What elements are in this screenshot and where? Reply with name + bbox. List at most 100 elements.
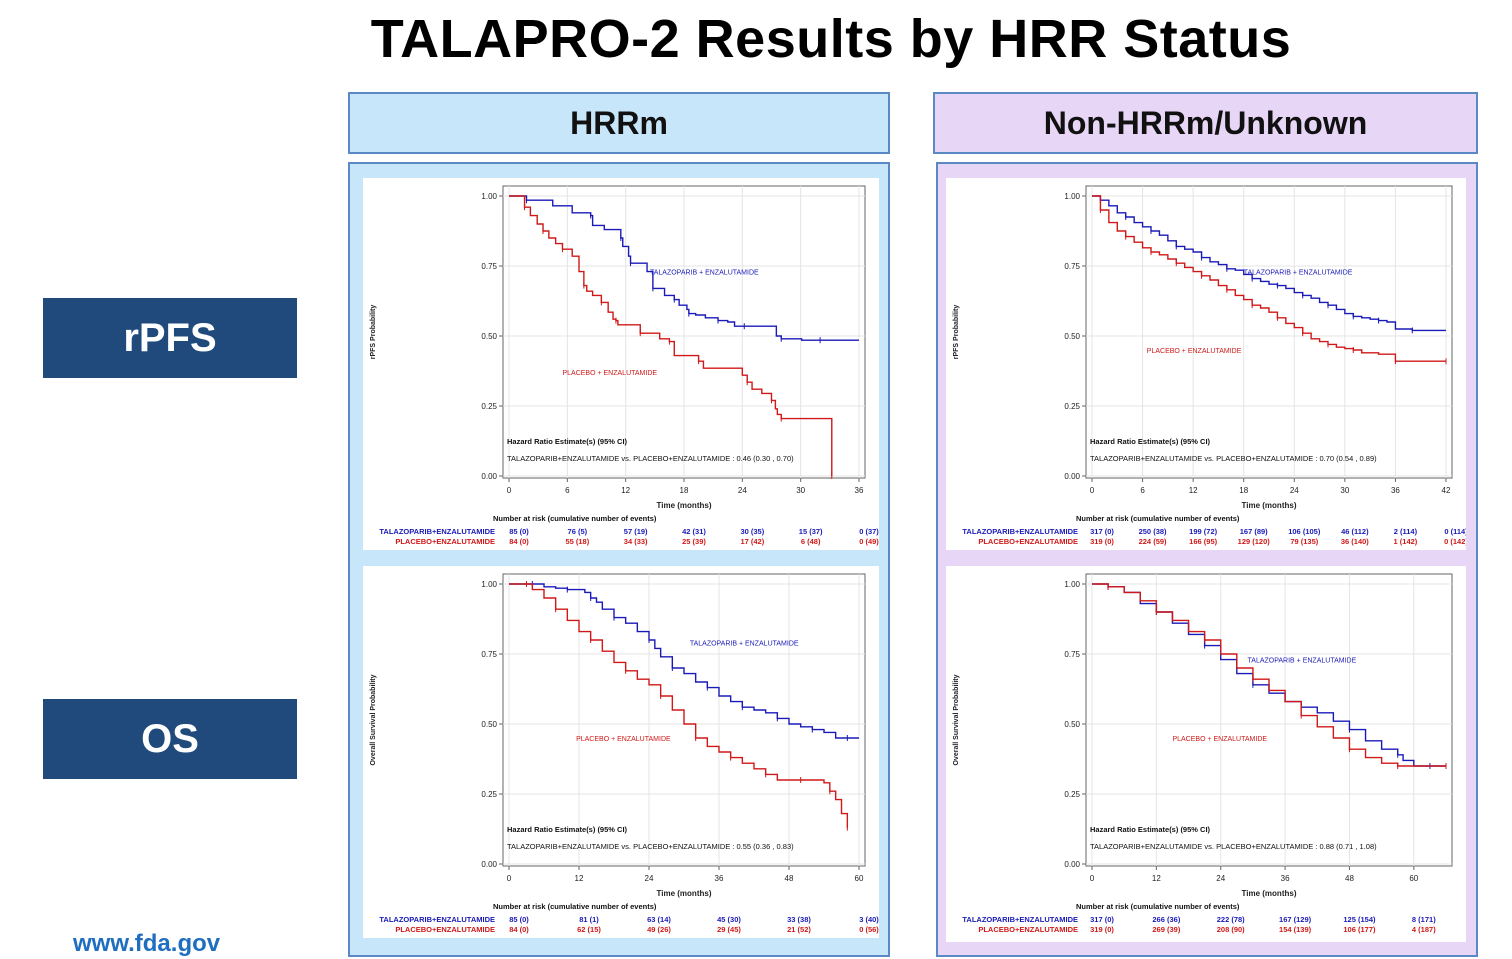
placebo-label: PLACEBO + ENZALUTAMIDE bbox=[576, 736, 671, 743]
hazard-ratio-text: TALAZOPARIB+ENZALUTAMIDE vs. PLACEBO+ENZ… bbox=[507, 842, 794, 851]
column-header-non-hrrm: Non-HRRm/Unknown bbox=[933, 92, 1478, 154]
risk-value: 34 (33) bbox=[624, 537, 648, 546]
x-tick-label: 6 bbox=[1140, 486, 1145, 495]
risk-value: 106 (177) bbox=[1343, 925, 1376, 934]
placebo-label: PLACEBO + ENZALUTAMIDE bbox=[1172, 736, 1267, 743]
y-tick-label: 1.00 bbox=[481, 580, 497, 589]
risk-value: 154 (139) bbox=[1279, 925, 1312, 934]
hrrm-rpfs-plot: 0.00 0.25 0.50 0.75 1.00 0 6 12 18 24 30 36 rPFS Pro… bbox=[363, 178, 879, 550]
y-tick-label: 0.00 bbox=[1064, 472, 1080, 481]
plot-frame bbox=[1085, 185, 1453, 479]
x-tick-label: 12 bbox=[621, 486, 630, 495]
risk-value: 2 (114) bbox=[1394, 527, 1418, 536]
risk-value: 46 (112) bbox=[1341, 527, 1369, 536]
x-axis-label: Time (months) bbox=[1242, 889, 1297, 898]
risk-value: 49 (26) bbox=[647, 925, 671, 934]
placebo-curve bbox=[1092, 583, 1446, 767]
non-hrrm-os-plot: 0.00 0.25 0.50 0.75 1.00 0 12 24 36 48 60 Overall S… bbox=[946, 566, 1466, 942]
placebo-curve bbox=[509, 195, 833, 476]
x-tick-label: 48 bbox=[785, 874, 794, 883]
y-tick-label: 0.50 bbox=[481, 332, 497, 341]
risk-value: 0 (142) bbox=[1444, 537, 1466, 546]
risk-value: 57 (19) bbox=[624, 527, 648, 536]
non-hrrm-os-chart: 0.00 0.25 0.50 0.75 1.00 0 12 24 36 48 60 Overall S… bbox=[953, 573, 1453, 934]
risk-row-name: PLACEBO+ENZALUTAMIDE bbox=[395, 925, 495, 934]
risk-row-name: TALAZOPARIB+ENZALUTAMIDE bbox=[379, 527, 495, 536]
y-tick-label: 0.00 bbox=[481, 860, 497, 869]
risk-table-title: Number at risk (cumulative number of eve… bbox=[1076, 514, 1240, 523]
y-tick-label: 1.00 bbox=[1064, 192, 1080, 201]
risk-table-title: Number at risk (cumulative number of eve… bbox=[1076, 902, 1240, 911]
risk-value: 0 (56) bbox=[859, 925, 879, 934]
y-tick-label: 0.25 bbox=[1064, 790, 1080, 799]
x-tick-label: 36 bbox=[855, 486, 864, 495]
risk-value: 17 (42) bbox=[740, 537, 764, 546]
x-tick-label: 36 bbox=[715, 874, 724, 883]
risk-value: 25 (39) bbox=[682, 537, 706, 546]
x-tick-label: 36 bbox=[1391, 486, 1400, 495]
y-axis-label: Overall Survival Probability bbox=[370, 674, 377, 765]
y-axis-label: rPFS Probability bbox=[370, 305, 377, 360]
risk-value: 85 (0) bbox=[509, 527, 529, 536]
risk-value: 21 (52) bbox=[787, 925, 811, 934]
x-tick-label: 0 bbox=[507, 874, 512, 883]
hrrm-os-chart: 0.00 0.25 0.50 0.75 1.00 0 12 24 36 48 60 Overall S… bbox=[370, 573, 879, 934]
y-tick-label: 0.00 bbox=[1064, 860, 1080, 869]
risk-value: 55 (18) bbox=[565, 537, 589, 546]
x-tick-label: 18 bbox=[680, 486, 689, 495]
x-tick-label: 36 bbox=[1281, 874, 1290, 883]
x-tick-label: 0 bbox=[1090, 486, 1095, 495]
x-tick-label: 0 bbox=[1090, 874, 1095, 883]
y-tick-label: 0.50 bbox=[1064, 332, 1080, 341]
risk-value: 317 (0) bbox=[1090, 915, 1114, 924]
risk-table-title: Number at risk (cumulative number of eve… bbox=[493, 902, 657, 911]
y-tick-label: 1.00 bbox=[481, 192, 497, 201]
risk-value: 85 (0) bbox=[509, 915, 529, 924]
risk-value: 84 (0) bbox=[509, 925, 529, 934]
risk-row-name: TALAZOPARIB+ENZALUTAMIDE bbox=[962, 527, 1078, 536]
risk-value: 224 (59) bbox=[1139, 537, 1167, 546]
risk-value: 106 (105) bbox=[1288, 527, 1321, 536]
y-tick-label: 0.00 bbox=[481, 472, 497, 481]
hazard-ratio-title: Hazard Ratio Estimate(s) (95% CI) bbox=[1090, 825, 1211, 834]
risk-value: 63 (14) bbox=[647, 915, 671, 924]
risk-value: 30 (35) bbox=[740, 527, 764, 536]
y-tick-label: 0.75 bbox=[481, 262, 497, 271]
risk-value: 317 (0) bbox=[1090, 527, 1114, 536]
footer-link[interactable]: www.fda.gov bbox=[73, 930, 221, 957]
risk-value: 167 (129) bbox=[1279, 915, 1312, 924]
risk-value: 208 (90) bbox=[1217, 925, 1245, 934]
y-tick-label: 0.75 bbox=[1064, 262, 1080, 271]
y-tick-label: 0.25 bbox=[1064, 402, 1080, 411]
risk-value: 167 (89) bbox=[1240, 527, 1268, 536]
risk-value: 266 (36) bbox=[1152, 915, 1180, 924]
risk-value: 4 (187) bbox=[1412, 925, 1436, 934]
risk-row-name: PLACEBO+ENZALUTAMIDE bbox=[978, 537, 1078, 546]
risk-value: 319 (0) bbox=[1090, 925, 1114, 934]
risk-value: 269 (39) bbox=[1152, 925, 1180, 934]
placebo-label: PLACEBO + ENZALUTAMIDE bbox=[562, 370, 657, 377]
non-hrrm-rpfs-plot: 0.00 0.25 0.50 0.75 1.00 0 6 12 18 24 30 36 42 rPFS P… bbox=[946, 178, 1466, 550]
y-axis-label: Overall Survival Probability bbox=[953, 674, 960, 765]
x-tick-label: 30 bbox=[1340, 486, 1349, 495]
row-label-os: OS bbox=[43, 699, 297, 779]
x-tick-label: 30 bbox=[796, 486, 805, 495]
talazoparib-label: TALAZOPARIB + ENZALUTAMIDE bbox=[1244, 269, 1353, 276]
talazoparib-curve bbox=[509, 195, 859, 341]
risk-value: 45 (30) bbox=[717, 915, 741, 924]
risk-value: 319 (0) bbox=[1090, 537, 1114, 546]
y-tick-label: 0.50 bbox=[481, 720, 497, 729]
risk-value: 15 (37) bbox=[799, 527, 823, 536]
x-axis-label: Time (months) bbox=[657, 889, 712, 898]
hazard-ratio-text: TALAZOPARIB+ENZALUTAMIDE vs. PLACEBO+ENZ… bbox=[1090, 842, 1377, 851]
talazoparib-label: TALAZOPARIB + ENZALUTAMIDE bbox=[650, 269, 759, 276]
placebo-label: PLACEBO + ENZALUTAMIDE bbox=[1147, 348, 1242, 355]
risk-value: 3 (40) bbox=[859, 915, 879, 924]
hazard-ratio-text: TALAZOPARIB+ENZALUTAMIDE vs. PLACEBO+ENZ… bbox=[1090, 454, 1377, 463]
x-tick-label: 24 bbox=[1290, 486, 1299, 495]
x-tick-label: 0 bbox=[507, 486, 512, 495]
x-tick-label: 12 bbox=[575, 874, 584, 883]
risk-row-name: PLACEBO+ENZALUTAMIDE bbox=[395, 537, 495, 546]
x-tick-label: 60 bbox=[855, 874, 864, 883]
risk-value: 0 (49) bbox=[859, 537, 879, 546]
